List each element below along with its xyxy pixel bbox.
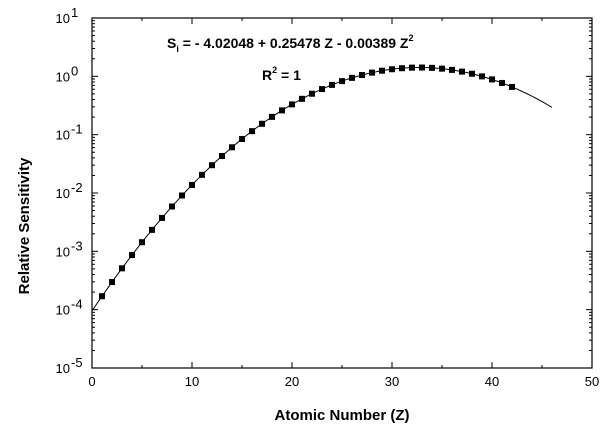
data-points <box>99 64 515 300</box>
x-tick-label: 10 <box>185 374 199 389</box>
data-point <box>119 265 125 272</box>
data-point <box>129 252 135 259</box>
y-tick-label: 10 <box>56 244 70 259</box>
data-point <box>449 66 455 73</box>
equation-subscript: i <box>176 44 179 54</box>
data-point <box>509 83 515 90</box>
data-point <box>149 226 155 233</box>
data-point <box>289 101 295 108</box>
x-tick-label: 50 <box>585 374 599 389</box>
data-point <box>459 68 465 75</box>
data-point <box>229 144 235 151</box>
y-tick-exponent: -2 <box>71 180 83 195</box>
data-point <box>329 81 335 88</box>
data-point <box>479 73 485 80</box>
equation-body: = - 4.02048 + 0.25478 Z - 0.00389 Z <box>179 35 409 51</box>
equation-superscript: 2 <box>408 33 413 43</box>
y-tick-label: 10 <box>56 11 70 26</box>
data-point <box>409 64 415 71</box>
x-axis-title: Atomic Number (Z) <box>275 407 410 424</box>
y-tick-base: 10 <box>56 186 70 201</box>
y-tick-exponent: -5 <box>71 355 83 370</box>
data-point <box>199 171 205 178</box>
data-point <box>309 90 315 97</box>
data-point <box>429 64 435 71</box>
y-tick-exponent: -4 <box>71 297 83 312</box>
y-tick-exponent: 0 <box>71 63 78 78</box>
y-tick-label: 10 <box>56 303 70 318</box>
x-tick-label: 30 <box>385 374 399 389</box>
r2-superscript: 2 <box>272 65 277 75</box>
y-tick-exponent: -3 <box>71 238 83 253</box>
y-tick-label: 10 <box>56 361 70 376</box>
axes <box>91 17 593 369</box>
y-tick-base: 10 <box>56 361 70 376</box>
data-point <box>489 76 495 83</box>
data-point <box>389 66 395 73</box>
y-tick-label: 10 <box>56 128 70 143</box>
fit-layer <box>91 67 553 312</box>
data-point <box>209 162 215 169</box>
data-point <box>419 64 425 71</box>
y-tick-base: 10 <box>56 128 70 143</box>
fit-curve <box>91 67 553 312</box>
data-point <box>499 79 505 86</box>
data-point <box>159 214 165 221</box>
y-tick-label: 10 <box>56 186 70 201</box>
data-point <box>259 120 265 127</box>
r2-body: = 1 <box>277 67 301 83</box>
data-point <box>399 65 405 72</box>
data-point <box>239 135 245 142</box>
data-point <box>349 74 355 81</box>
y-tick-label: 10 <box>56 69 70 84</box>
r2-r: R <box>262 67 272 83</box>
data-point <box>439 65 445 72</box>
y-tick-exponent: 1 <box>71 5 78 20</box>
y-tick-base: 10 <box>56 11 70 26</box>
data-point <box>249 128 255 135</box>
data-point <box>339 78 345 85</box>
data-point <box>169 203 175 210</box>
data-point <box>219 153 225 160</box>
y-tick-base: 10 <box>56 244 70 259</box>
equation-s: S <box>167 35 176 51</box>
plot-frame <box>91 17 593 369</box>
data-point <box>189 181 195 188</box>
equation-annotation: Si = - 4.02048 + 0.25478 Z - 0.00389 Z2 <box>167 33 413 54</box>
data-point <box>379 67 385 74</box>
data-point <box>279 107 285 114</box>
r-squared-annotation: R2 = 1 <box>262 65 301 83</box>
data-point <box>99 293 105 300</box>
data-point <box>319 86 325 93</box>
data-point <box>299 95 305 102</box>
y-tick-base: 10 <box>56 303 70 318</box>
data-point <box>109 279 115 286</box>
data-point <box>139 239 145 246</box>
data-point <box>469 70 475 77</box>
x-tick-label: 40 <box>485 374 499 389</box>
data-point <box>369 69 375 76</box>
y-tick-exponent: -1 <box>71 122 83 137</box>
x-tick-label: 20 <box>285 374 299 389</box>
y-axis-title: Relative Sensitivity <box>16 157 33 294</box>
x-tick-label: 0 <box>88 374 95 389</box>
data-point <box>269 113 275 120</box>
data-point <box>179 192 185 199</box>
data-point <box>359 72 365 79</box>
y-tick-base: 10 <box>56 69 70 84</box>
